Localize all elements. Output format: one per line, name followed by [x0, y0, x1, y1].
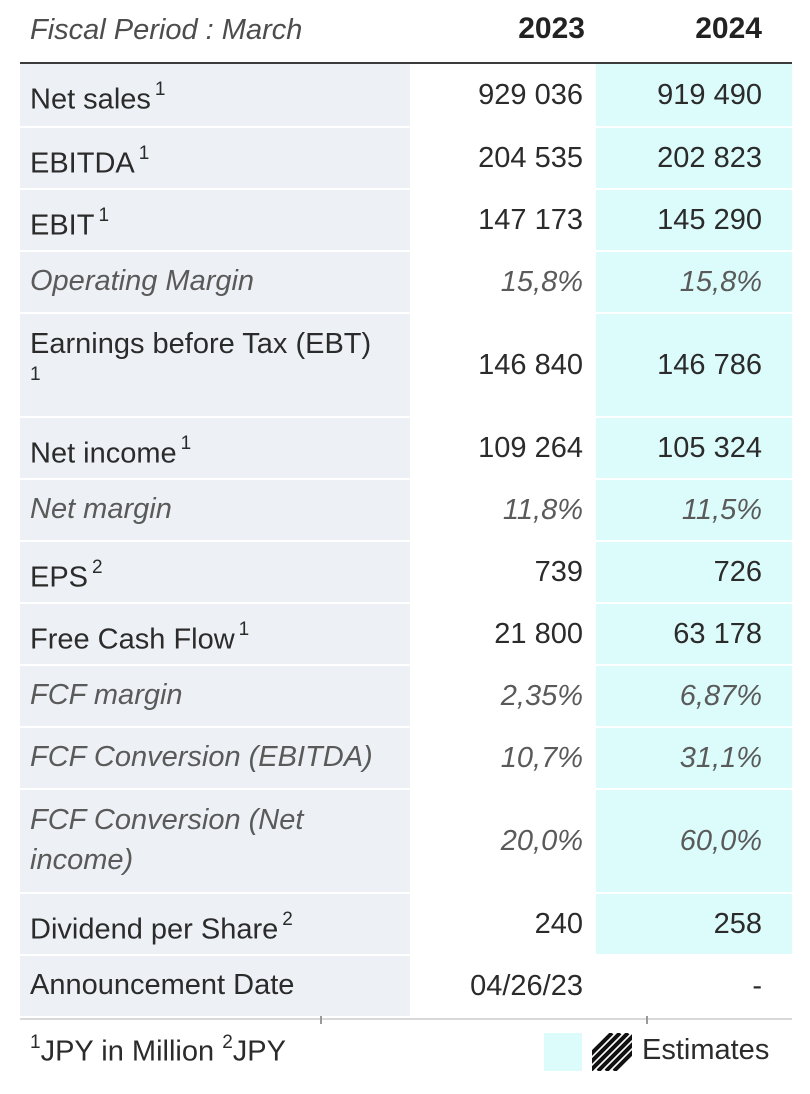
row-label: Net income 1: [20, 418, 412, 478]
table-row-net-sales: Net sales 1 929 036 919 490: [20, 64, 792, 128]
row-label: Free Cash Flow 1: [20, 604, 412, 664]
table-row-dividend-per-share: Dividend per Share 2 240 258: [20, 894, 792, 956]
table-row-fcf-conversion-net-income: FCF Conversion (Net income) 20,0% 60,0%: [20, 790, 792, 894]
footnote-mark: 1: [138, 143, 150, 164]
value-2024-estimate: 60,0%: [596, 790, 792, 892]
fiscal-period-label: Fiscal Period : March: [30, 14, 303, 46]
table-row-fcf-conversion-ebitda: FCF Conversion (EBITDA) 10,7% 31,1%: [20, 728, 792, 790]
footnote-mark: 2: [92, 557, 103, 578]
table-row-net-income: Net income 1 109 264 105 324: [20, 418, 792, 480]
value-2023: 204 535: [412, 128, 596, 188]
table-row-fcf-margin: FCF margin 2,35% 6,87%: [20, 666, 792, 728]
value-2024-estimate: 6,87%: [596, 666, 792, 726]
axis-tick: [320, 1016, 322, 1024]
table-row-operating-margin: Operating Margin 15,8% 15,8%: [20, 252, 792, 314]
footnote-mark: 1: [154, 79, 166, 100]
estimate-color-swatch: [544, 1033, 582, 1071]
value-2023: 739: [412, 542, 596, 602]
row-label: EBIT 1: [20, 190, 412, 250]
legend-label: Estimates: [642, 1034, 770, 1066]
footnote-2-text: JPY: [232, 1035, 286, 1068]
table-row-ebt: Earnings before Tax (EBT) 1 146 840 146 7…: [20, 314, 792, 418]
value-2023: 15,8%: [412, 252, 596, 312]
table-row-ebitda: EBITDA 1 204 535 202 823: [20, 128, 792, 190]
table-row-free-cash-flow: Free Cash Flow 1 21 800 63 178: [20, 604, 792, 666]
value-2024-estimate: 726: [596, 542, 792, 602]
row-label: Dividend per Share 2: [20, 894, 412, 954]
row-label: Operating Margin: [20, 252, 412, 312]
value-2023: 240: [412, 894, 596, 954]
footnote-mark: 1: [238, 619, 250, 640]
table-header: Fiscal Period : March 2023 2024: [20, 0, 792, 64]
value-2023: 10,7%: [412, 728, 596, 788]
footnote-mark: 1: [30, 1032, 41, 1053]
value-2023: 146 840: [412, 314, 596, 416]
footnotes: 1JPY in Million 2JPY: [30, 1032, 286, 1069]
value-2024-estimate: 15,8%: [596, 252, 792, 312]
value-2024-estimate: 202 823: [596, 128, 792, 188]
row-label: FCF margin: [20, 666, 412, 726]
row-label: Earnings before Tax (EBT) 1: [20, 314, 412, 416]
row-label: Net sales 1: [20, 64, 412, 126]
value-2024-estimate: 258: [596, 894, 792, 954]
value-2023: 109 264: [412, 418, 596, 478]
table-row-ebit: EBIT 1 147 173 145 290: [20, 190, 792, 252]
value-2024-estimate: 11,5%: [596, 480, 792, 540]
row-label: FCF Conversion (Net income): [20, 790, 412, 892]
value-2024-estimate: 919 490: [596, 64, 792, 126]
footnote-mark: 2: [222, 1032, 233, 1053]
row-label: EPS 2: [20, 542, 412, 602]
table-row-net-margin: Net margin 11,8% 11,5%: [20, 480, 792, 542]
row-label: Net margin: [20, 480, 412, 540]
value-2023: 929 036: [412, 64, 596, 126]
hatch-pattern-icon: [592, 1033, 632, 1071]
value-2024-estimate: 145 290: [596, 190, 792, 250]
value-2024-estimate: 31,1%: [596, 728, 792, 788]
footnote-mark: 2: [282, 909, 293, 930]
row-label: Announcement Date: [20, 956, 412, 1016]
column-header-2024: 2024: [695, 12, 762, 45]
value-2024-estimate: 146 786: [596, 314, 792, 416]
row-label: EBITDA 1: [20, 128, 412, 188]
footnote-mark: 1: [98, 205, 110, 226]
table-row-announcement-date: Announcement Date 04/26/23 -: [20, 956, 792, 1018]
table-bottom-rule: [20, 1018, 792, 1020]
value-2023: 147 173: [412, 190, 596, 250]
value-2023: 2,35%: [412, 666, 596, 726]
row-label: FCF Conversion (EBITDA): [20, 728, 412, 788]
value-2023: 11,8%: [412, 480, 596, 540]
financial-table: Net sales 1 929 036 919 490 EBITDA 1 204 5…: [20, 64, 792, 1018]
column-header-2023: 2023: [518, 12, 585, 45]
footnote-1-text: JPY in Million: [40, 1035, 215, 1068]
footnote-mark: 1: [180, 433, 192, 454]
axis-tick: [646, 1016, 648, 1024]
value-2024: -: [596, 956, 792, 1016]
value-2023: 04/26/23: [412, 956, 596, 1016]
table-row-eps: EPS 2 739 726: [20, 542, 792, 604]
value-2023: 20,0%: [412, 790, 596, 892]
value-2024-estimate: 105 324: [596, 418, 792, 478]
footnote-mark: 1: [30, 364, 41, 385]
value-2024-estimate: 63 178: [596, 604, 792, 664]
value-2023: 21 800: [412, 604, 596, 664]
